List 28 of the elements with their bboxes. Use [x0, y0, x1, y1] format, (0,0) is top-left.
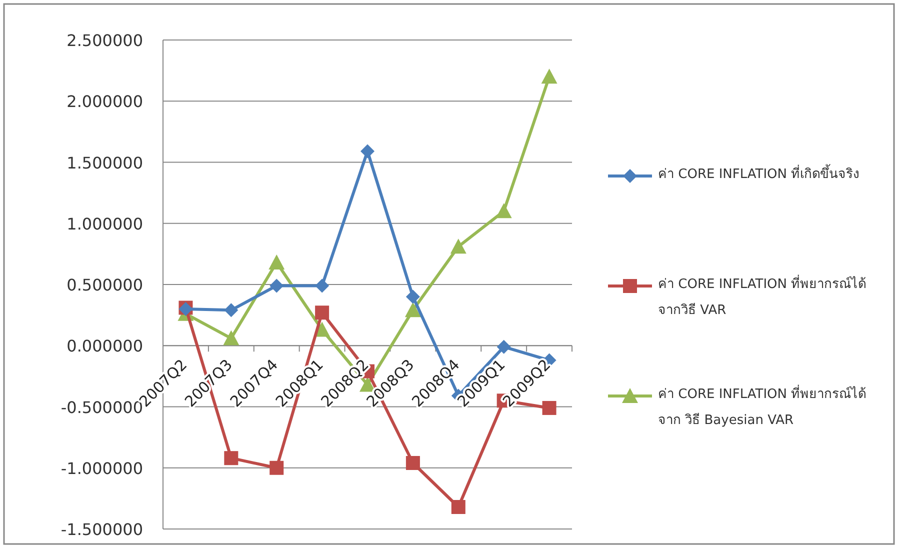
legend-label: ค่า CORE INFLATION ที่พยากรณ์ได้จากวิธี VAR [658, 274, 868, 320]
point [360, 144, 374, 158]
y-tick-label: 1.500000 [66, 153, 143, 172]
point [268, 254, 285, 270]
y-tick-label: -1.000000 [60, 458, 143, 478]
y-tick-label: 0.500000 [66, 276, 143, 294]
point [406, 456, 420, 470]
legend-label: ค่า CORE INFLATION ที่เกิดขึ้นจริง [658, 163, 860, 184]
point [496, 203, 512, 218]
point [404, 302, 421, 318]
legend-label: ค่า CORE INFLATION ที่พยากรณ์ได้จาก วิธี Bayesian VAR [658, 384, 868, 430]
point [315, 278, 330, 293]
y-tick-label: 1.000000 [66, 214, 143, 234]
point [223, 330, 240, 346]
point [224, 303, 238, 318]
y-tick-label: 2.000000 [66, 92, 143, 112]
point [315, 306, 330, 320]
y-tick-label: -1.500000 [60, 520, 143, 539]
point [541, 68, 558, 84]
point [450, 238, 466, 254]
point [224, 451, 238, 466]
y-tick-label: 2.500000 [66, 31, 143, 50]
y-tick-label: 0.000000 [66, 336, 143, 356]
point [270, 460, 284, 475]
point [270, 278, 284, 293]
point [451, 500, 466, 514]
point [406, 290, 420, 304]
point [496, 340, 511, 354]
